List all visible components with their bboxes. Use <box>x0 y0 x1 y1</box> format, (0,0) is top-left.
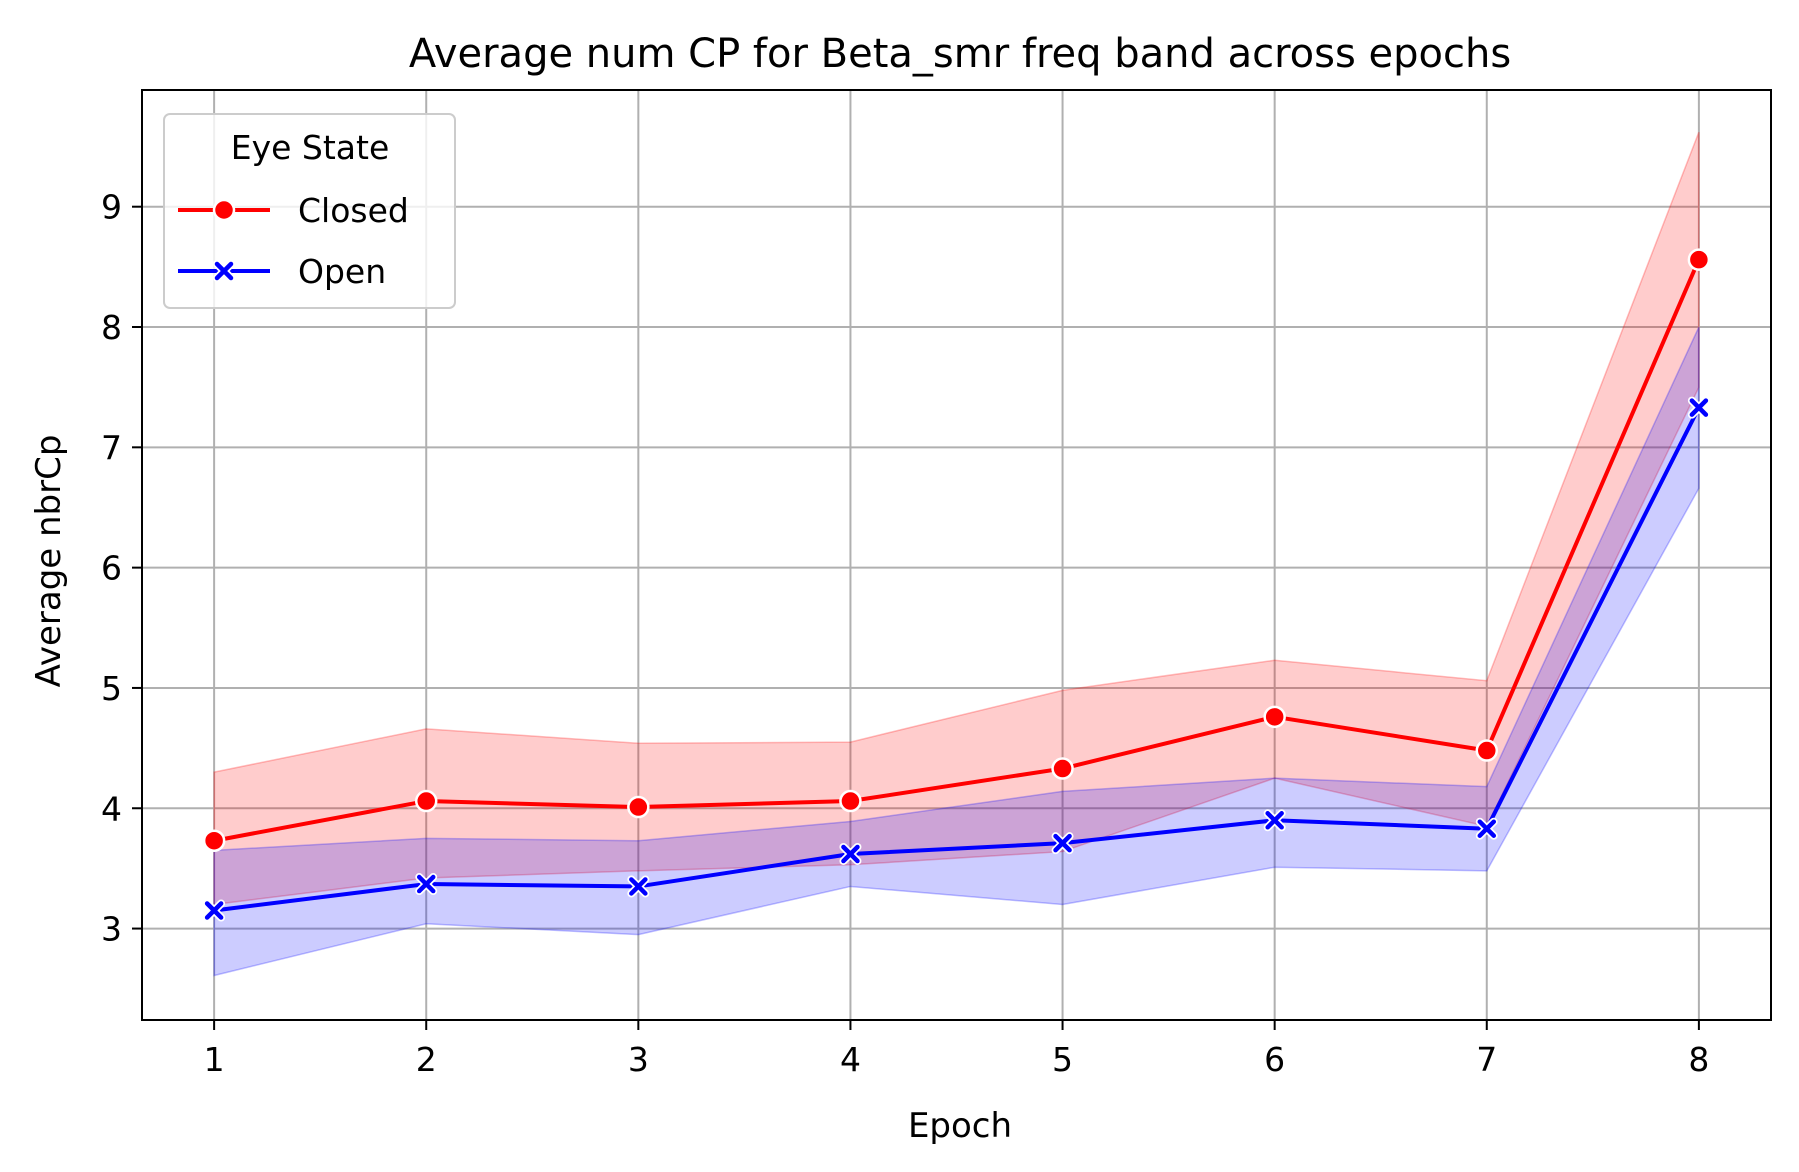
x-marker-stroke <box>1265 811 1284 830</box>
x-axis-title: Epoch <box>908 1106 1012 1146</box>
legend-marker-open <box>214 261 234 281</box>
y-axis-title: Average nbrCp <box>29 435 69 688</box>
x-marker-stroke <box>204 901 224 920</box>
data-point-closed <box>1687 248 1711 271</box>
data-point-closed <box>202 829 226 852</box>
y-tick-label: 3 <box>101 910 122 949</box>
plot-frame <box>141 89 1772 1021</box>
legend-label-closed: Closed <box>298 191 409 230</box>
grid <box>142 90 1771 1020</box>
series-line-closed <box>213 258 1701 843</box>
x-tick-label: 4 <box>840 1040 861 1079</box>
y-tick-label: 5 <box>101 669 122 708</box>
data-point-closed <box>1263 705 1286 729</box>
legend-title: Eye State <box>231 128 390 167</box>
x-marker-stroke <box>1477 819 1497 838</box>
confidence-band-closed <box>213 131 1700 906</box>
data-point-closed <box>414 789 438 813</box>
data-point-closed <box>627 795 650 819</box>
x-tick-label: 1 <box>204 1040 225 1079</box>
x-marker-stroke <box>841 844 860 864</box>
series-lines <box>213 258 1701 913</box>
data-point-closed <box>839 789 862 813</box>
legend-marker-closed <box>212 198 236 222</box>
confidence-band-open <box>213 326 1700 977</box>
x-marker-stroke <box>1053 833 1072 853</box>
y-tick-label: 7 <box>101 428 122 467</box>
x-tick-label: 6 <box>1264 1040 1285 1079</box>
data-point-open <box>627 875 650 898</box>
x-tick-label: 2 <box>416 1040 437 1079</box>
series-line-open <box>213 406 1701 913</box>
x-tick-label: 3 <box>628 1040 649 1079</box>
data-point-open <box>1687 396 1710 419</box>
axes: 1 2 3 4 5 6 7 8 3 4 5 6 7 8 9 <box>101 89 1772 1079</box>
legend: Eye State Closed Open <box>163 113 456 309</box>
x-marker-stroke <box>629 877 648 896</box>
legend-entries: Closed Open <box>178 191 409 291</box>
x-marker-stroke <box>1689 398 1709 417</box>
chart-title: Average num CP for Beta_smr freq band ac… <box>409 31 1511 77</box>
legend-label-open: Open <box>298 252 386 291</box>
y-tick-label: 8 <box>101 308 122 347</box>
y-tick-label: 6 <box>101 549 122 588</box>
data-point-open <box>1263 809 1286 832</box>
data-point-open <box>415 873 438 896</box>
series-markers <box>202 248 1711 922</box>
x-tick-label: 5 <box>1052 1040 1073 1079</box>
data-point-closed <box>1051 757 1074 780</box>
data-point-open <box>839 842 862 865</box>
data-point-open <box>1475 817 1498 840</box>
x-tick-label: 8 <box>1688 1040 1709 1079</box>
data-point-open <box>1051 832 1074 855</box>
data-point-closed <box>1475 739 1499 762</box>
data-point-open <box>203 899 226 922</box>
x-marker-stroke <box>416 874 436 894</box>
x-tick-label: 7 <box>1476 1040 1497 1079</box>
y-tick-label: 4 <box>101 789 122 828</box>
y-tick-label: 9 <box>101 188 122 227</box>
legend-box <box>163 113 456 309</box>
confidence-bands <box>213 131 1700 977</box>
